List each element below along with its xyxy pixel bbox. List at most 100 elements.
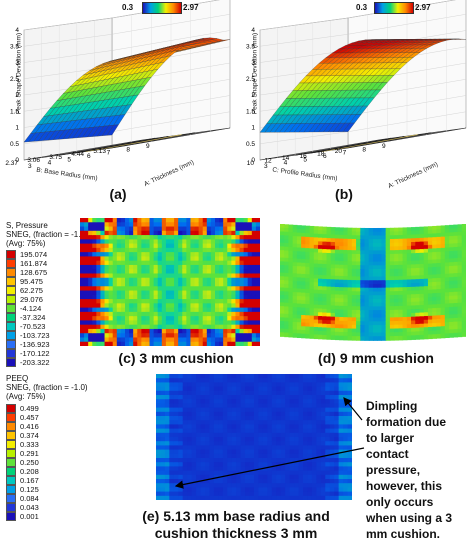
y-tick-label: 2.37 (5, 160, 18, 167)
z-tick-label: 2.5 (246, 76, 255, 83)
peeq-legend-swatch (6, 440, 16, 449)
x-tick-label: 4 (284, 160, 288, 167)
stress-legend-value: -170.122 (20, 349, 50, 358)
stress-legend: 195.074 161.874 128.675 95.475 62.275 29.076-… (6, 250, 76, 368)
colorbar-min-a: 0.3 (122, 3, 134, 12)
x-tick-label: 6 (323, 153, 327, 160)
contour-field (156, 374, 353, 501)
panel-a: 0 0.5 1 1.5 2 2.5 3 3.5 4 3 4 5 6 7 8 9 5.13 4.44 3.75 3.06… (0, 0, 236, 210)
z-tick-label: 4 (251, 27, 255, 34)
x-tick-label: 8 (362, 146, 366, 153)
y-tick-label: 20 (335, 148, 343, 155)
peeq-legend-entry: 0.208 (6, 467, 39, 476)
z-tick-label: 4 (15, 27, 19, 34)
panel-c-contour (80, 218, 261, 347)
z-tick-label: 1 (251, 125, 255, 132)
dimpling-annotation: Dimpling formation due to larger contact… (366, 399, 453, 541)
y-tick-label: 4.44 (71, 151, 84, 158)
floor-contour-line (334, 132, 431, 151)
stress-legend-swatch (6, 358, 16, 367)
peeq-legend-swatch (6, 458, 16, 467)
stress-legend-swatch (6, 340, 16, 349)
peeq-legend-entry: 0.001 (6, 512, 39, 521)
stress-legend-entry: 128.675 (6, 268, 47, 277)
y-tick-label: 10 (247, 160, 255, 167)
x-tick-label: 3 (264, 163, 268, 170)
peeq-legend-value: 0.084 (20, 494, 39, 503)
z-tick-label: 3 (15, 60, 19, 67)
stress-legend-value: -203.322 (20, 358, 50, 367)
stress-legend-value: -136.923 (20, 340, 50, 349)
stress-legend-value: 128.675 (20, 268, 48, 277)
stress-legend-swatch (6, 304, 16, 313)
stress-legend-value: 95.475 (20, 277, 43, 286)
stress-legend-entry: -70.523 (6, 322, 45, 331)
peeq-legend-entry: 0.084 (6, 494, 39, 503)
stress-legend-value: -4.124 (20, 304, 42, 313)
stress-legend-swatch (6, 349, 16, 358)
stress-legend-entry: 161.874 (6, 259, 47, 268)
z-tick-label: 2.5 (10, 76, 19, 83)
stress-legend-entry: -37.324 (6, 313, 45, 322)
peeq-legend-value: 0.291 (20, 449, 39, 458)
response-surface (23, 37, 231, 143)
z-tick-label: 2 (15, 92, 19, 99)
y-tick-label: 5.13 (93, 148, 106, 155)
stress-legend-swatch (6, 277, 16, 286)
z-tick-label: 1 (15, 125, 19, 132)
panel-e-caption: (e) 5.13 mm base radius and cushion thic… (142, 508, 330, 541)
x-tick-label: 5 (67, 156, 71, 163)
y-tick-label: 18 (317, 150, 325, 157)
colorbar-max-a: 2.97 (183, 3, 199, 12)
stress-legend-value: -70.523 (20, 322, 46, 331)
floor-contour-line (308, 136, 405, 154)
floor-contour-line (295, 137, 392, 156)
stress-legend-entry: 62.275 (6, 286, 43, 295)
stress-legend-swatch (6, 259, 16, 268)
stress-legend-value: -103.723 (20, 331, 50, 340)
stress-legend-swatch (6, 250, 16, 259)
stress-legend-value: 29.076 (20, 295, 43, 304)
peeq-legend-value: 0.333 (20, 440, 39, 449)
stress-legend-entry: -4.124 (6, 304, 41, 313)
peeq-legend-entry: 0.125 (6, 485, 39, 494)
z-tick-label: 3.5 (10, 43, 19, 50)
stress-legend-entry: -136.923 (6, 340, 50, 349)
floor-contour-line (59, 137, 156, 156)
peeq-legend-value: 0.125 (20, 485, 39, 494)
peeq-legend-swatch (6, 404, 16, 413)
peeq-legend-swatch (6, 431, 16, 440)
peeq-legend-value: 0.250 (20, 458, 39, 467)
peeq-legend: 0.499 0.457 0.416 0.374 0.333 0.291 0.250 0.208… (6, 404, 76, 522)
contour-field (80, 218, 261, 347)
colorbar-max-b: 2.97 (415, 3, 431, 12)
peeq-legend-swatch (6, 494, 16, 503)
panel-d-caption: (d) 9 mm cushion (318, 350, 434, 366)
stress-legend-value: 161.874 (20, 259, 48, 268)
peeq-legend-entry: 0.250 (6, 458, 39, 467)
y-tick-label: 14 (282, 155, 290, 162)
peeq-legend-entry: 0.374 (6, 431, 39, 440)
colorbar-min-b: 0.3 (356, 3, 368, 12)
floor-contour-line (85, 134, 182, 152)
panel-a-label: (a) (109, 186, 127, 202)
stress-legend-entry: 95.475 (6, 277, 43, 286)
x-tick-label: 8 (126, 146, 130, 153)
peeq-legend-swatch (6, 512, 16, 521)
z-tick-label: 0.5 (246, 141, 255, 148)
contour-field (280, 224, 467, 341)
panel-b-label: (b) (335, 186, 353, 202)
peeq-legend-entry: 0.333 (6, 440, 39, 449)
stress-legend-value: 195.074 (20, 250, 48, 259)
z-tick-label: 3.5 (246, 43, 255, 50)
peeq-legend-entry: 0.457 (6, 413, 39, 422)
peeq-legend-entry: 0.416 (6, 422, 39, 431)
x-tick-label: 3 (28, 163, 32, 170)
z-tick-label: 3 (251, 60, 255, 67)
colorbar-a (142, 2, 182, 14)
floor-contour-line (98, 132, 195, 151)
y-tick-label: 12 (264, 158, 272, 165)
x-tick-label: 6 (87, 153, 91, 160)
z-tick-label: 0 (251, 157, 255, 164)
z-tick-label: 0 (15, 157, 19, 164)
